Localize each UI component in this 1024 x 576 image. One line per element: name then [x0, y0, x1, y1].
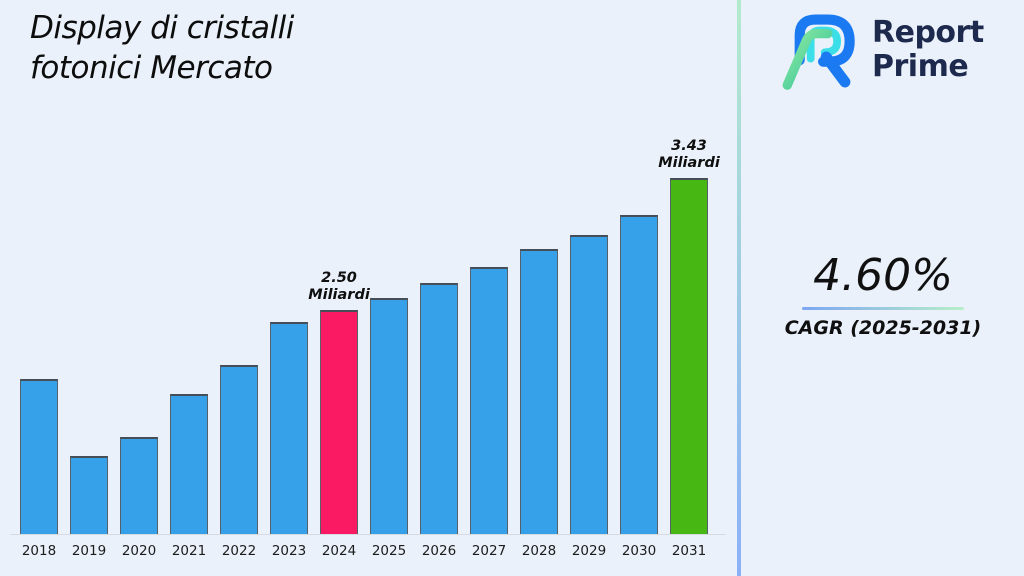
x-axis-label-2029: 2029 — [571, 543, 607, 559]
bar-2018 — [20, 379, 58, 535]
bar-2021 — [170, 394, 208, 535]
page-title-line1: Display di cristalli — [30, 10, 294, 46]
bar-2031 — [670, 178, 708, 535]
bar-column-2022: 2022 — [220, 0, 258, 559]
bar-2029 — [570, 235, 608, 535]
logo-text-line1: Report — [872, 15, 984, 50]
bar-column-2030: 2030 — [620, 0, 658, 559]
bar-2023 — [270, 322, 308, 535]
cagr-underline — [802, 307, 964, 310]
bar-column-2024: 2.50 Miliardi 2024 — [308, 0, 370, 559]
bar-2020 — [120, 437, 158, 535]
report-prime-logo-icon — [782, 14, 855, 90]
bar-column-2025: 2025 — [370, 0, 408, 559]
x-axis-label-2021: 2021 — [171, 543, 207, 559]
bar-2019 — [70, 456, 108, 535]
report-prime-logo-text: Report Prime — [872, 16, 984, 84]
bar-column-2020: 2020 — [120, 0, 158, 559]
bar-column-2029: 2029 — [570, 0, 608, 559]
x-axis-label-2025: 2025 — [371, 543, 407, 559]
x-axis-label-2026: 2026 — [421, 543, 457, 559]
x-axis-label-2024: 2024 — [321, 543, 357, 559]
x-axis-label-2019: 2019 — [71, 543, 107, 559]
bars-container: 2018 2019 2020 2021 2022 2023 2.50 Miliardi 2024… — [20, 0, 720, 559]
page-title: Display di cristalli fotonici Mercato — [30, 8, 294, 88]
bar-column-2027: 2027 — [470, 0, 508, 559]
x-axis-label-2023: 2023 — [271, 543, 307, 559]
x-axis-label-2031: 2031 — [671, 543, 707, 559]
x-axis-label-2018: 2018 — [21, 543, 57, 559]
bar-2026 — [420, 283, 458, 535]
bar-column-2023: 2023 — [270, 0, 308, 559]
bar-value-label-2024: 2.50 Miliardi — [308, 270, 370, 303]
bar-2022 — [220, 365, 258, 535]
x-axis-label-2022: 2022 — [221, 543, 257, 559]
bar-column-2031: 3.43 Miliardi 2031 — [658, 0, 720, 559]
logo-text-line2: Prime — [872, 49, 969, 84]
page-title-line2: fotonici Mercato — [30, 50, 273, 86]
bar-2030 — [620, 215, 658, 535]
bar-chart: 2018 2019 2020 2021 2022 2023 2.50 Miliardi 2024… — [10, 0, 726, 559]
bar-value-label-2031: 3.43 Miliardi — [658, 138, 720, 171]
bar-column-2026: 2026 — [420, 0, 458, 559]
cagr-panel: 4.60% CAGR (2025-2031) — [768, 250, 998, 340]
x-axis-label-2020: 2020 — [121, 543, 157, 559]
report-prime-logo[interactable]: Report Prime — [781, 8, 984, 92]
bar-column-2019: 2019 — [70, 0, 108, 559]
x-axis-label-2027: 2027 — [471, 543, 507, 559]
bar-column-2028: 2028 — [520, 0, 558, 559]
cagr-value: 4.60% — [813, 250, 953, 301]
bar-2027 — [470, 267, 508, 535]
bar-column-2018: 2018 — [20, 0, 58, 559]
x-axis-label-2030: 2030 — [621, 543, 657, 559]
bar-2025 — [370, 298, 408, 535]
x-axis-line — [10, 534, 726, 535]
x-axis-label-2028: 2028 — [521, 543, 557, 559]
bar-column-2021: 2021 — [170, 0, 208, 559]
cagr-label: CAGR (2025-2031) — [784, 317, 982, 339]
bar-2028 — [520, 249, 558, 535]
panel-divider — [737, 0, 741, 576]
bar-2024 — [320, 310, 358, 535]
